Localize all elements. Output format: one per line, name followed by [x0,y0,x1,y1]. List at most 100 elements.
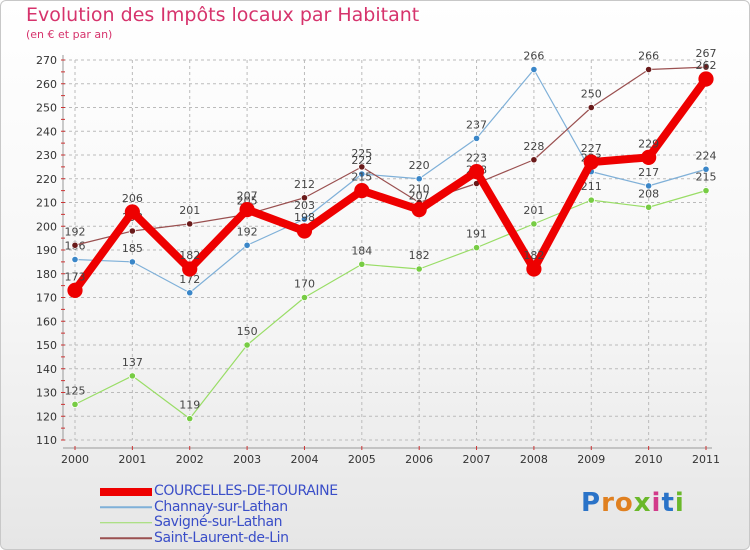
data-point [243,241,251,249]
data-label: 228 [523,140,544,153]
y-tick-label: 150 [36,339,57,352]
data-point [358,170,366,178]
data-label: 185 [122,242,143,255]
data-point [71,241,79,249]
data-label: 211 [581,180,602,193]
data-label: 191 [466,228,487,241]
data-label: 208 [638,187,659,200]
data-label: 229 [638,137,659,150]
data-label: 184 [351,244,372,257]
y-tick-label: 230 [36,149,57,162]
data-label: 207 [409,190,430,203]
x-tick-label: 2005 [348,453,376,466]
data-point [645,203,653,211]
y-tick-label: 270 [36,54,57,67]
x-tick-label: 2010 [635,453,663,466]
data-point [124,204,140,220]
x-tick-label: 2004 [290,453,318,466]
x-tick-label: 2009 [577,453,605,466]
data-point [645,182,653,190]
logo-letter: P [581,488,602,518]
y-tick-label: 260 [36,78,57,91]
chart-subtitle: (en € et par an) [26,28,113,41]
series-line [74,66,707,246]
y-tick-label: 240 [36,125,57,138]
data-point [128,227,136,235]
data-label: 223 [466,152,487,165]
data-point [702,165,710,173]
data-label: 182 [523,249,544,262]
data-label: 210 [409,183,430,196]
y-tick-label: 250 [36,102,57,115]
data-point [186,415,194,423]
data-label: 192 [65,225,86,238]
legend-label: Channay-sur-Lathan [154,498,288,515]
data-label: 201 [179,204,200,217]
y-tick-label: 180 [36,268,57,281]
data-label: 182 [179,249,200,262]
data-point [358,163,366,171]
data-point [239,202,255,218]
data-point [415,175,423,183]
data-point [296,223,313,239]
data-label: 198 [294,211,315,224]
data-point [526,261,542,277]
data-label: 205 [237,194,258,207]
logo-letter: x [633,488,652,518]
y-tick-label: 140 [36,363,57,376]
logo-letter: r [601,488,615,518]
data-point [243,341,251,349]
data-point [182,261,198,277]
data-label: 203 [294,199,315,212]
y-tick-label: 190 [36,244,57,257]
data-label: 192 [237,225,258,238]
data-label: 125 [65,384,86,397]
data-point [472,134,481,142]
data-point [645,65,653,74]
y-tick-label: 120 [36,410,57,423]
series-line [74,68,707,294]
legend-swatch [100,522,152,524]
data-point [300,194,309,202]
data-point [67,282,83,298]
y-tick-label: 170 [36,292,57,305]
data-label: 227 [581,142,602,155]
data-point [411,202,427,218]
data-label: 237 [466,118,487,131]
legend-label: Savigné-sur-Lathan [154,514,283,530]
data-point [300,293,309,302]
data-label: 170 [294,278,315,291]
data-point [587,103,595,112]
data-point [702,187,710,195]
data-label: 266 [523,50,544,63]
data-point [530,220,538,228]
data-point [358,260,366,268]
legend-swatch [100,537,152,539]
data-point [186,289,194,297]
data-label: 220 [409,159,430,172]
legend-item-courcelles: COURCELLES-DE-TOURAINE [100,483,338,500]
data-label: 150 [237,325,258,338]
legend-item-channay: Channay-sur-Lathan [100,498,338,516]
logo-letter: o [614,488,634,518]
data-point [128,372,136,380]
data-label: 262 [696,59,717,72]
data-label: 207 [237,190,258,203]
logo-letter: t [661,488,675,518]
x-tick-label: 2006 [405,453,433,466]
data-point [354,183,370,199]
data-label: 217 [638,166,659,179]
x-tick-label: 2003 [233,453,261,466]
data-point [186,220,194,228]
series-line [71,75,710,295]
data-label: 267 [696,47,717,60]
y-tick-label: 130 [36,387,57,400]
data-point [530,65,538,74]
legend-swatch [100,487,152,496]
legend-item-savigne: Savigné-sur-Lathan [100,514,338,531]
y-tick-label: 200 [36,220,57,233]
x-tick-label: 2008 [520,453,548,466]
x-tick-label: 2001 [118,453,146,466]
